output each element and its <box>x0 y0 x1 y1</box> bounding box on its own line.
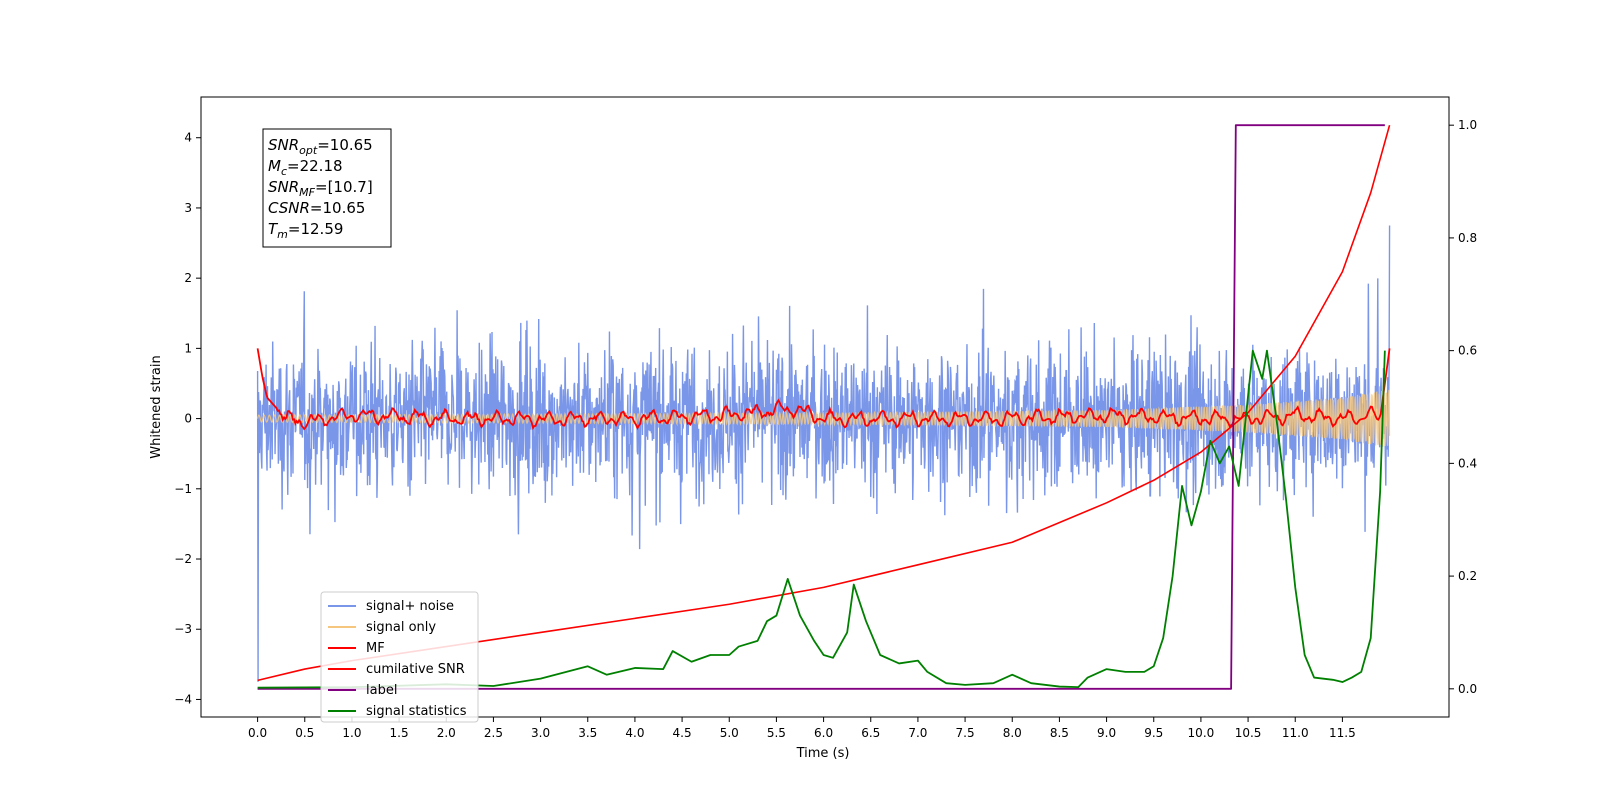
y-axis-left: 4 3 2 1 0 −1 −2 −3 −4 <box>174 131 201 706</box>
y-axis-right: 1.0 0.8 0.6 0.4 0.2 0.0 <box>1449 118 1477 696</box>
plot-frame <box>200 96 1450 718</box>
annotation-line: SNRMF=[10.7] <box>268 178 373 199</box>
series-signal-statistics <box>257 349 1386 689</box>
y-right-tick-label: 1.0 <box>1458 118 1477 132</box>
x-tick-label: 8.5 <box>1050 726 1069 740</box>
x-tick-label: 5.0 <box>720 726 739 740</box>
series-signal-noise <box>256 225 1391 682</box>
x-tick-label: 3.0 <box>531 726 550 740</box>
x-tick-label: 3.5 <box>578 726 597 740</box>
legend-frame <box>320 591 479 723</box>
legend-label: signal only <box>366 620 436 635</box>
annotation-line: CSNR=10.65 <box>268 199 365 217</box>
y-tick-label: −3 <box>174 622 192 636</box>
annotation-line: SNRopt=10.65 <box>268 136 373 157</box>
legend-label: cumilative SNR <box>366 662 465 677</box>
y-axis-label: Whitened strain <box>149 355 164 458</box>
x-tick-label: 6.5 <box>861 726 880 740</box>
x-tick-label: 5.5 <box>767 726 786 740</box>
legend: signal+ noise signal only MF cumilative SNR… <box>320 591 479 723</box>
x-tick-label: 2.0 <box>437 726 456 740</box>
x-tick-label: 8.0 <box>1003 726 1022 740</box>
x-tick-label: 4.0 <box>625 726 644 740</box>
y-tick-label: 4 <box>184 131 192 145</box>
annotation-line: Mc=22.18 <box>268 157 343 178</box>
x-tick-label: 7.5 <box>956 726 975 740</box>
y-right-tick-label: 0.2 <box>1458 569 1477 583</box>
annotation-box-frame <box>262 128 392 248</box>
x-axis-label: Time (s) <box>796 746 850 761</box>
y-tick-label: 0 <box>184 412 192 426</box>
y-right-tick-label: 0.6 <box>1458 344 1477 358</box>
series-signal-only <box>257 389 1391 447</box>
y-tick-label: 3 <box>184 201 192 215</box>
x-tick-label: 7.0 <box>908 726 927 740</box>
stats-annotation-box: SNRopt=10.65Mc=22.18SNRMF=[10.7]CSNR=10.… <box>262 128 392 248</box>
x-tick-label: 4.5 <box>673 726 692 740</box>
x-tick-label: 0.5 <box>295 726 314 740</box>
x-tick-label: 9.0 <box>1097 726 1116 740</box>
legend-label: signal+ noise <box>366 599 454 614</box>
x-tick-label: 6.0 <box>814 726 833 740</box>
x-tick-label: 0.0 <box>248 726 267 740</box>
y-tick-label: −2 <box>174 552 192 566</box>
y-right-tick-label: 0.0 <box>1458 682 1477 696</box>
x-tick-label: 2.5 <box>484 726 503 740</box>
y-right-tick-label: 0.4 <box>1458 456 1477 470</box>
legend-label: MF <box>366 641 385 656</box>
y-tick-label: −4 <box>174 692 192 706</box>
y-tick-label: 2 <box>184 271 192 285</box>
x-tick-label: 11.0 <box>1282 726 1309 740</box>
annotation-line: Tm=12.59 <box>268 220 343 241</box>
series-label <box>257 124 1385 690</box>
x-tick-label: 9.5 <box>1144 726 1163 740</box>
x-tick-label: 10.0 <box>1188 726 1215 740</box>
x-tick-label: 1.5 <box>390 726 409 740</box>
x-tick-label: 10.5 <box>1235 726 1262 740</box>
legend-label: signal statistics <box>366 704 467 719</box>
y-right-tick-label: 0.8 <box>1458 231 1477 245</box>
x-axis: 0.0 0.5 1.0 1.5 2.0 2.5 3.0 3.5 4.0 4.5 5.0 5.5 6.0 6… <box>248 717 1356 740</box>
x-tick-label: 11.5 <box>1329 726 1356 740</box>
y-tick-label: −1 <box>174 482 192 496</box>
y-tick-label: 1 <box>184 341 192 355</box>
series-mf <box>256 348 1391 431</box>
x-tick-label: 1.0 <box>342 726 361 740</box>
legend-label: label <box>366 683 397 698</box>
